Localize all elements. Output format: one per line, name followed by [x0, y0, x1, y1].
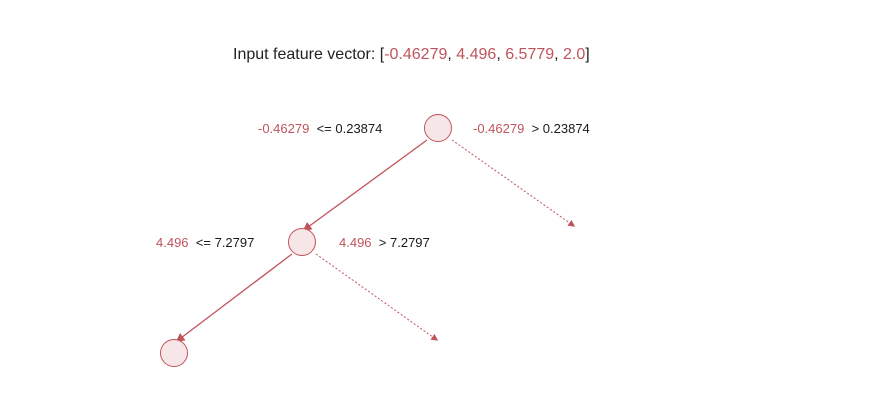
edge-root-right-dotted — [451, 139, 576, 227]
condition-value: 4.496 — [156, 235, 189, 250]
title-bracket-open: [ — [379, 46, 385, 63]
title-bracket-close: ] — [585, 46, 590, 63]
tree-node-root — [424, 114, 452, 142]
feature-value-3: 2.0 — [563, 46, 586, 63]
root-left-condition: -0.46279 <= 0.23874 — [258, 121, 382, 136]
condition-threshold: 0.23874 — [542, 121, 590, 136]
edge-root-to-node-2 — [302, 139, 428, 232]
tree-node-3 — [160, 339, 188, 367]
condition-operator: > — [378, 235, 387, 250]
title-sep: , — [554, 46, 564, 63]
node-2-right-condition: 4.496 > 7.2797 — [339, 235, 430, 250]
condition-operator: <= — [195, 235, 211, 250]
condition-operator: <= — [316, 121, 332, 136]
condition-value: -0.46279 — [258, 121, 310, 136]
condition-threshold: 7.2797 — [390, 235, 430, 250]
edge-node-2-right-dotted — [315, 253, 439, 341]
title-sep: , — [496, 46, 506, 63]
condition-value: -0.46279 — [473, 121, 525, 136]
title-prefix: Input feature vector: — [233, 46, 380, 63]
condition-value: 4.496 — [339, 235, 372, 250]
feature-value-0: -0.46279 — [384, 46, 448, 63]
edge-node-2-to-node-3 — [175, 253, 293, 343]
condition-operator: > — [531, 121, 540, 136]
feature-value-2: 6.5779 — [505, 46, 555, 63]
feature-value-1: 4.496 — [456, 46, 497, 63]
tree-node-2 — [288, 228, 316, 256]
input-vector-title: Input feature vector: [-0.46279, 4.496, … — [233, 46, 590, 64]
root-right-condition: -0.46279 > 0.23874 — [473, 121, 590, 136]
title-sep: , — [447, 46, 457, 63]
condition-threshold: 7.2797 — [214, 235, 255, 250]
node-2-left-condition: 4.496 <= 7.2797 — [156, 235, 254, 250]
condition-threshold: 0.23874 — [335, 121, 383, 136]
